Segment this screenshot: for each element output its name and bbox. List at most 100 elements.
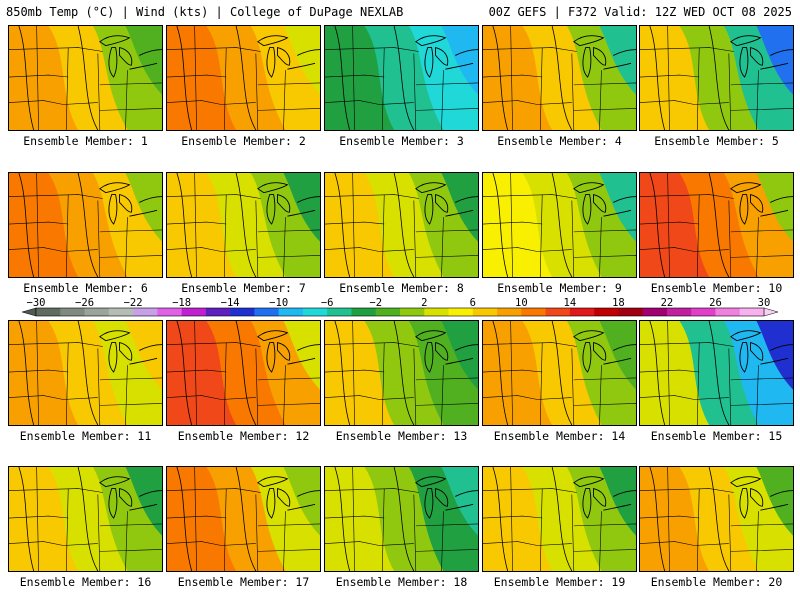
colorbar-segment: [36, 308, 61, 316]
temperature-colorbar: −30−26−22−18−14−10−6−2261014182226303438…: [8, 297, 792, 319]
ensemble-member-label: Ensemble Member: 13: [335, 429, 468, 443]
colorbar-segment: [327, 308, 352, 316]
ensemble-member-label: Ensemble Member: 11: [19, 429, 152, 443]
ensemble-member-map: [324, 466, 479, 572]
ensemble-member-label: Ensemble Member: 4: [497, 134, 622, 148]
ensemble-member-label: Ensemble Member: 12: [177, 429, 310, 443]
colorbar-segment: [133, 308, 158, 316]
colorbar-segment: [205, 308, 231, 316]
colorbar-segment: [448, 308, 474, 316]
colorbar-tick-label: −14: [221, 297, 240, 309]
chart-title: 850mb Temp (°C) | Wind (kts) | College o…: [6, 5, 404, 19]
temperature-map: [9, 173, 162, 277]
ensemble-member-map: [166, 172, 321, 278]
ensemble-member-map: [324, 172, 479, 278]
colorbar-segment: [181, 308, 207, 316]
ensemble-member-map: [639, 320, 794, 426]
ensemble-member-map: [166, 320, 321, 426]
colorbar-tick-label: 26: [709, 297, 722, 309]
colorbar-segment: [351, 308, 377, 316]
colorbar-segment: [594, 308, 619, 316]
temperature-map: [167, 467, 320, 571]
colorbar-tick-label: −10: [269, 297, 288, 309]
colorbar-tick-label: 10: [515, 297, 528, 309]
colorbar-segment: [739, 308, 765, 316]
colorbar-outline: [35, 307, 765, 317]
ensemble-member-map: [639, 172, 794, 278]
colorbar-segment: [666, 308, 692, 316]
ensemble-member-map: [8, 25, 163, 131]
temperature-map: [167, 26, 320, 130]
ensemble-member-map: [639, 466, 794, 572]
colorbar-tick-label: −18: [172, 297, 191, 309]
colorbar-segment: [157, 308, 182, 316]
colorbar-segment: [691, 308, 716, 316]
ensemble-member-map: [8, 466, 163, 572]
colorbar-tick-label: 18: [612, 297, 625, 309]
ensemble-member-map: [482, 25, 637, 131]
temperature-map: [483, 173, 636, 277]
colorbar-segment: [642, 308, 668, 316]
ensemble-member-label: Ensemble Member: 2: [181, 134, 306, 148]
colorbar-tick-label: 2: [421, 297, 427, 309]
colorbar-segment: [497, 308, 522, 316]
ensemble-member-label: Ensemble Member: 15: [650, 429, 783, 443]
colorbar-segment: [618, 308, 643, 316]
ensemble-member-label: Ensemble Member: 7: [181, 281, 306, 295]
colorbar-segment: [278, 308, 304, 316]
temperature-map: [640, 26, 793, 130]
colorbar-segment: [302, 308, 328, 316]
ensemble-member-label: Ensemble Member: 8: [339, 281, 464, 295]
colorbar-min-arrow: [21, 307, 37, 317]
colorbar-segment: [375, 308, 401, 316]
colorbar-segment: [545, 308, 571, 316]
colorbar-tick-label: −22: [124, 297, 143, 309]
ensemble-member-map: [482, 466, 637, 572]
ensemble-member-label: Ensemble Member: 19: [493, 575, 626, 589]
temperature-map: [325, 467, 478, 571]
colorbar-segment: [400, 308, 425, 316]
ensemble-member-label: Ensemble Member: 3: [339, 134, 464, 148]
run-valid-time: 00Z GEFS | F372 Valid: 12Z WED OCT 08 20…: [488, 5, 792, 19]
ensemble-member-map: [8, 320, 163, 426]
colorbar-segment: [60, 308, 85, 316]
colorbar-tick-label: −26: [75, 297, 94, 309]
ensemble-member-label: Ensemble Member: 18: [335, 575, 468, 589]
colorbar-segment: [569, 308, 595, 316]
colorbar-segment: [521, 308, 546, 316]
ensemble-member-label: Ensemble Member: 6: [23, 281, 148, 295]
colorbar-tick-label: 30: [758, 297, 771, 309]
colorbar-tick-label: 22: [661, 297, 674, 309]
ensemble-member-map: [166, 25, 321, 131]
temperature-map: [640, 467, 793, 571]
ensemble-member-label: Ensemble Member: 17: [177, 575, 310, 589]
temperature-map: [483, 321, 636, 425]
colorbar-tick-label: −6: [321, 297, 334, 309]
colorbar-segment: [84, 308, 110, 316]
colorbar-segment: [715, 308, 741, 316]
ensemble-member-label: Ensemble Member: 5: [654, 134, 779, 148]
colorbar-segment: [424, 308, 449, 316]
temperature-map: [640, 321, 793, 425]
temperature-map: [483, 26, 636, 130]
temperature-map: [325, 321, 478, 425]
colorbar-segment: [108, 308, 134, 316]
ensemble-member-label: Ensemble Member: 16: [19, 575, 152, 589]
colorbar-segment: [230, 308, 255, 316]
ensemble-member-map: [8, 172, 163, 278]
colorbar-segment: [254, 308, 279, 316]
ensemble-member-map: [639, 25, 794, 131]
ensemble-member-label: Ensemble Member: 20: [650, 575, 783, 589]
temperature-map: [9, 321, 162, 425]
temperature-map: [640, 173, 793, 277]
colorbar-tick-label: 14: [564, 297, 577, 309]
temperature-map: [9, 467, 162, 571]
ensemble-member-map: [166, 466, 321, 572]
ensemble-member-label: Ensemble Member: 14: [493, 429, 626, 443]
ensemble-member-map: [324, 320, 479, 426]
ensemble-member-map: [482, 320, 637, 426]
colorbar-tick-label: 6: [470, 297, 476, 309]
temperature-map: [9, 26, 162, 130]
ensemble-member-label: Ensemble Member: 1: [23, 134, 148, 148]
colorbar-tick-label: −2: [369, 297, 382, 309]
